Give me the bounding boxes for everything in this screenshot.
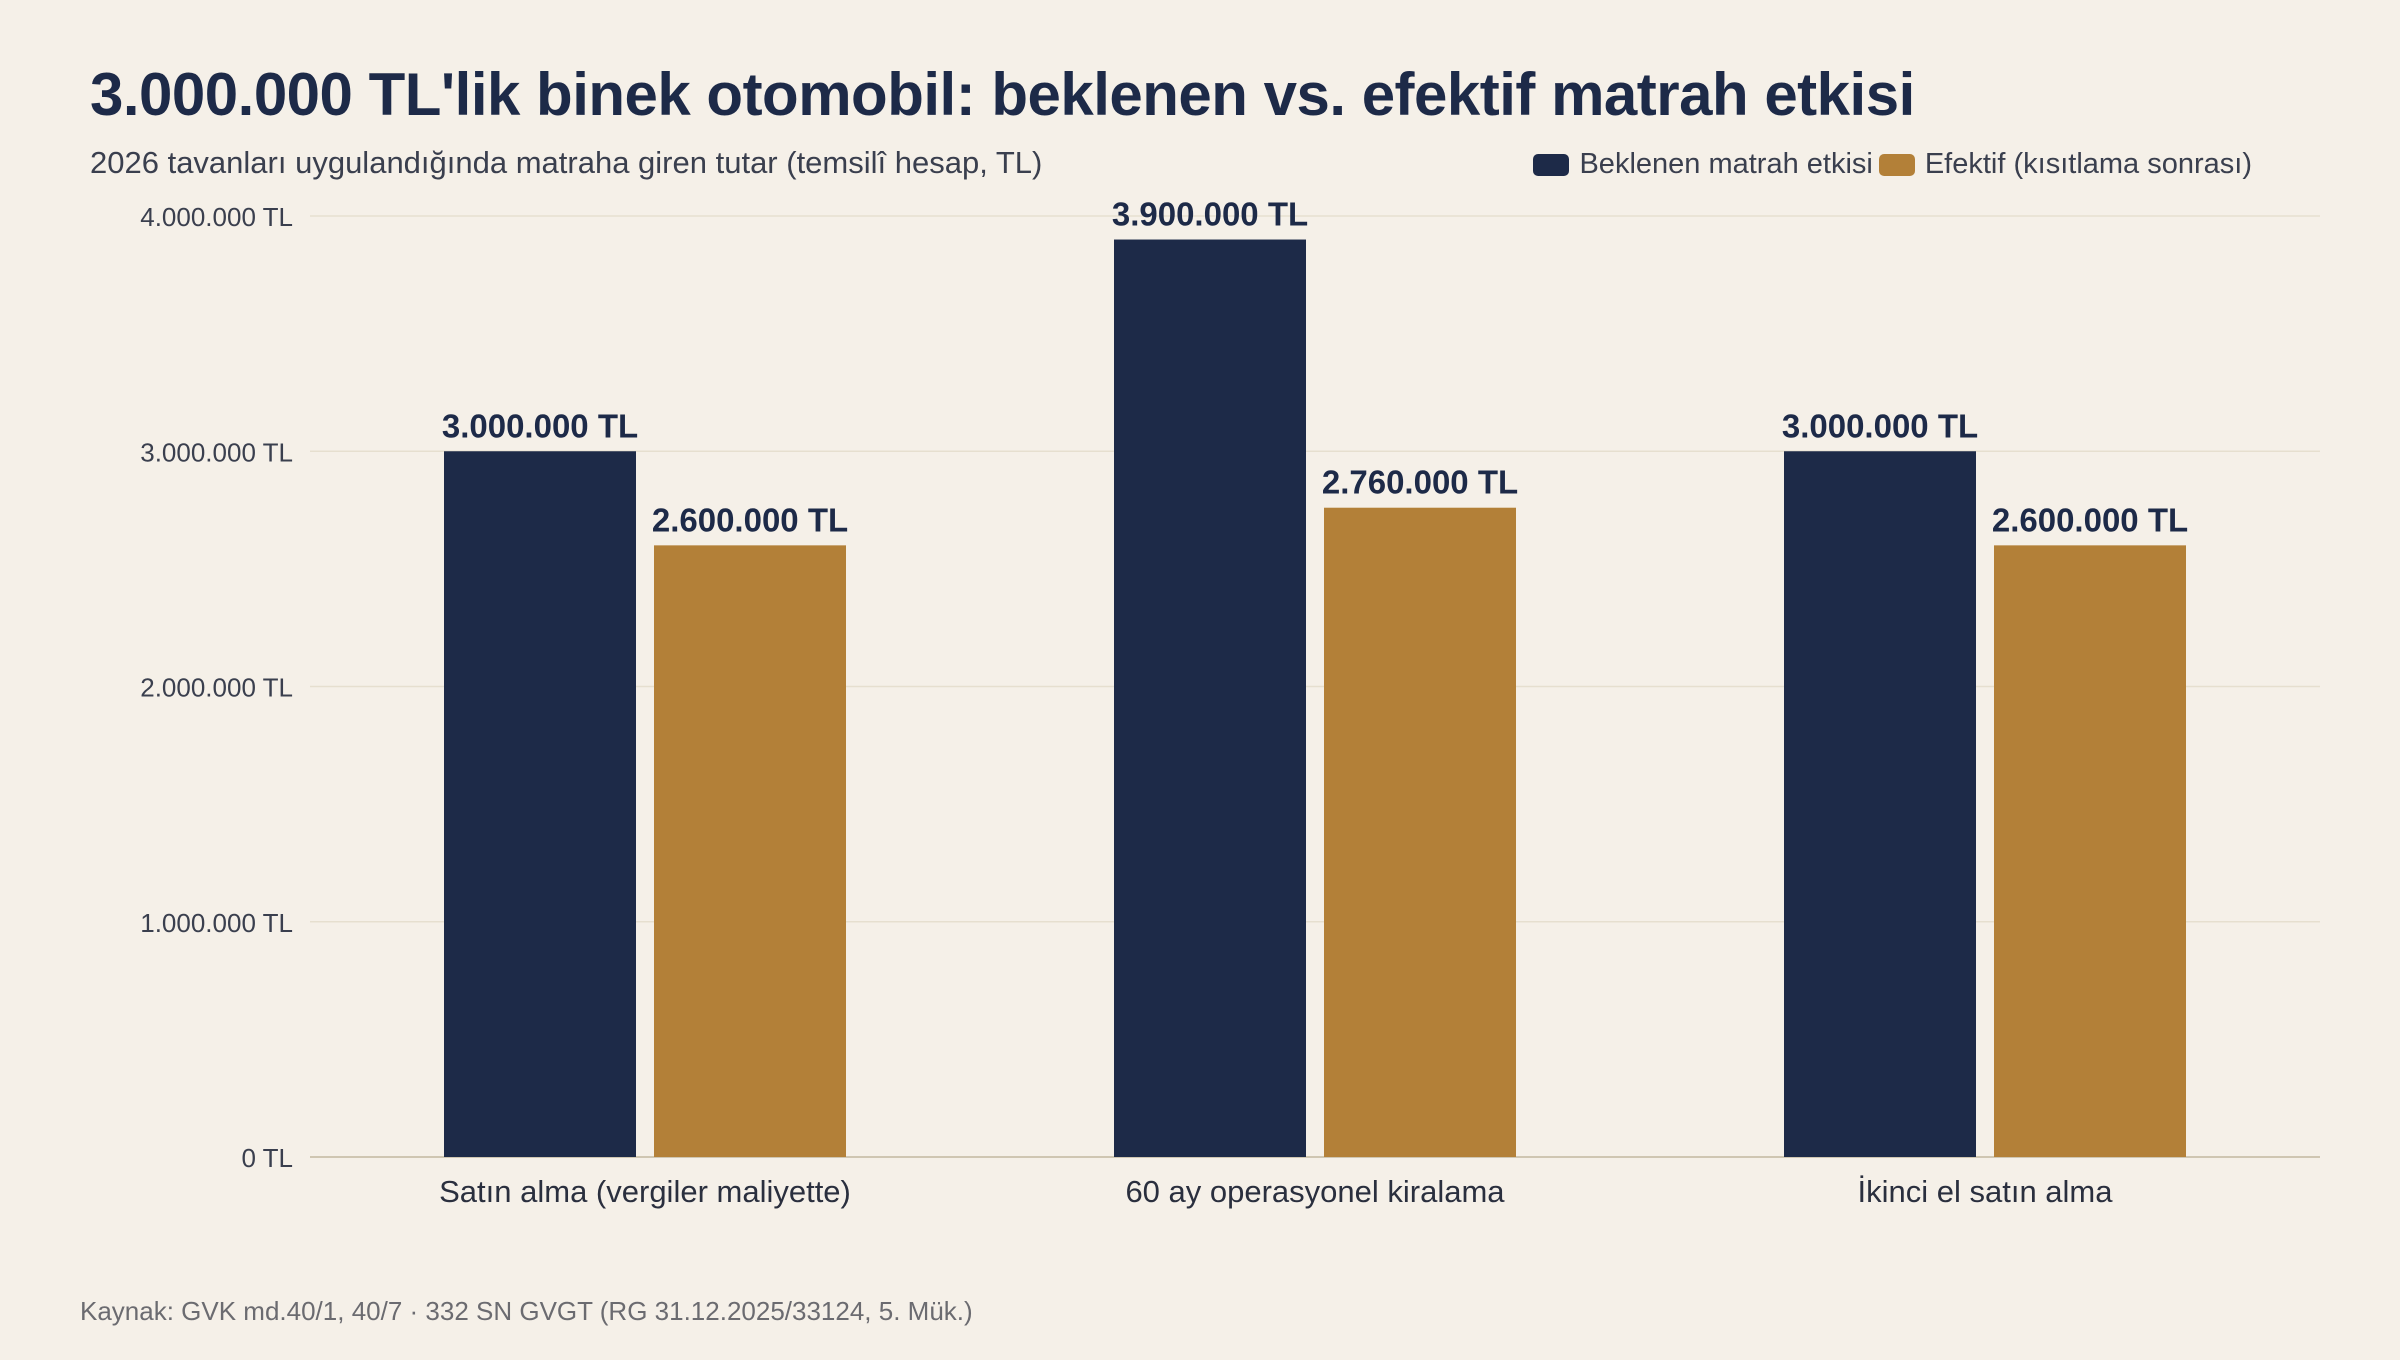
- chart-subtitle: 2026 tavanları uygulandığında matraha gi…: [90, 145, 1043, 180]
- legend: Beklenen matrah etkisi Efektif (kısıtlam…: [1527, 148, 2252, 181]
- legend-item-expected: Beklenen matrah etkisi: [1533, 148, 1873, 181]
- y-tick-label: 3.000.000 TL: [140, 437, 293, 467]
- bar-value-label: 2.600.000 TL: [1992, 501, 2188, 538]
- legend-swatch-effective: [1878, 153, 1915, 176]
- legend-item-effective: Efektif (kısıtlama sonrası): [1878, 148, 2252, 181]
- bar-value-label: 3.000.000 TL: [442, 407, 638, 444]
- bar-effective: [1324, 507, 1516, 1158]
- y-tick-label: 2.000.000 TL: [140, 673, 293, 703]
- y-tick-label: 1.000.000 TL: [140, 908, 293, 938]
- legend-label-expected: Beklenen matrah etkisi: [1579, 148, 1873, 180]
- source-note: Kaynak: GVK md.40/1, 40/7 · 332 SN GVGT …: [80, 1296, 973, 1326]
- bar-effective: [654, 545, 846, 1157]
- bar-expected: [1784, 451, 1976, 1157]
- legend-swatch-expected: [1533, 153, 1570, 176]
- bar-value-label: 3.000.000 TL: [1782, 407, 1978, 444]
- bar-value-label: 2.760.000 TL: [1322, 464, 1518, 501]
- x-category-label: 60 ay operasyonel kiralama: [1125, 1174, 1505, 1209]
- x-category-label: İkinci el satın alma: [1858, 1174, 2114, 1209]
- bar-value-label: 2.600.000 TL: [652, 501, 848, 538]
- chart-title: 3.000.000 TL'lik binek otomobil: beklene…: [90, 61, 1915, 128]
- legend-label-effective: Efektif (kısıtlama sonrası): [1924, 148, 2252, 180]
- bar-value-label: 3.900.000 TL: [1112, 196, 1308, 233]
- x-category-label: Satın alma (vergiler maliyette): [439, 1174, 851, 1209]
- y-tick-label: 4.000.000 TL: [140, 202, 293, 232]
- bar-expected: [444, 451, 636, 1157]
- bar-effective: [1994, 545, 2186, 1157]
- bar-expected: [1114, 239, 1306, 1157]
- y-tick-label: 0 TL: [241, 1143, 293, 1173]
